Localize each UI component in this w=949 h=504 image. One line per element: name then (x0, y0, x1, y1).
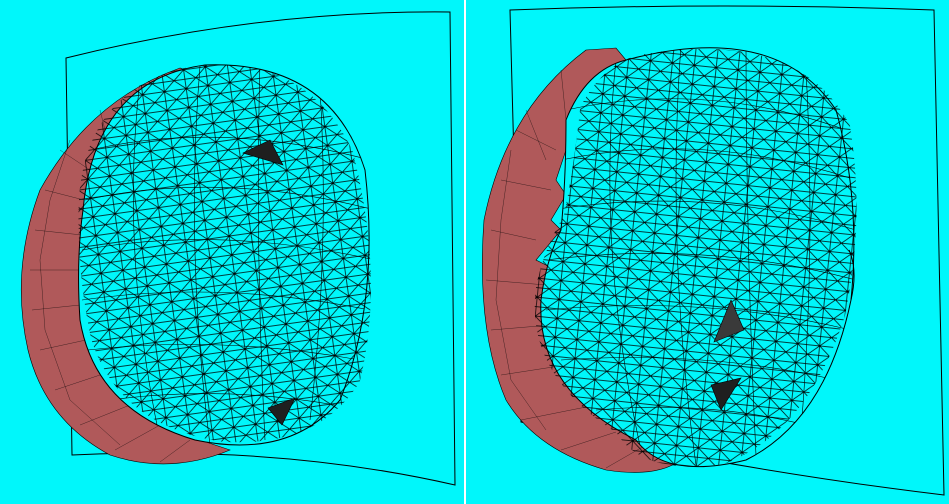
right-hidden-face-1 (713, 299, 745, 343)
left-view-canvas (20, 11, 456, 486)
right-mesh-curves (545, 47, 854, 466)
left-hidden-face-1 (242, 139, 284, 166)
right-mesh (518, 32, 875, 482)
panel-divider (464, 0, 466, 504)
left-hidden-face-2 (267, 397, 296, 426)
right-view-panel (466, 0, 949, 504)
right-shell-mesh (485, 69, 647, 469)
right-nub (848, 249, 855, 301)
right-hidden-face-2 (710, 377, 742, 411)
left-mesh-curves (81, 64, 370, 446)
right-view-canvas (482, 5, 945, 496)
left-view-panel (0, 0, 464, 504)
